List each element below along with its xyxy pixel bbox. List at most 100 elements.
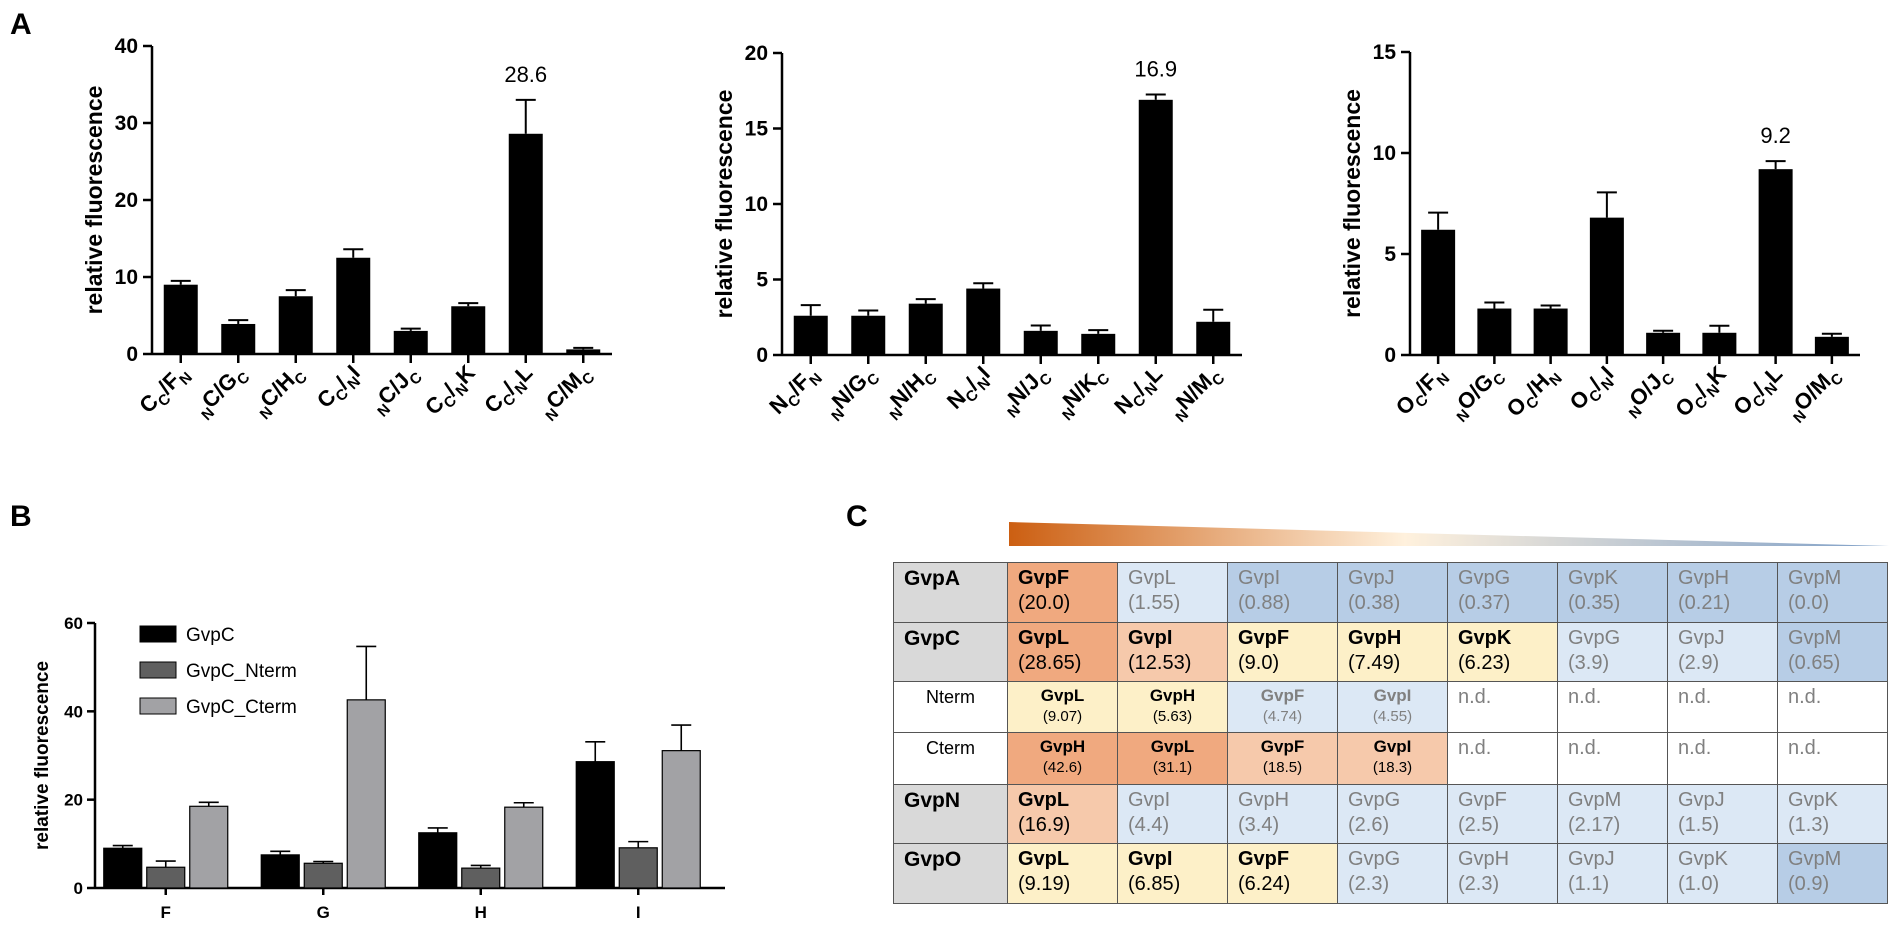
table-cell: GvpK (1.0)	[1667, 843, 1778, 904]
table-cell: n.d.	[1667, 732, 1778, 785]
panel-label-c: C	[846, 500, 868, 533]
bar	[618, 847, 658, 889]
cell-value: (2.17)	[1568, 813, 1621, 836]
cell-protein: GvpK	[1568, 567, 1619, 589]
cell-protein: GvpJ	[1678, 788, 1725, 811]
x-tick-label: NC/NL	[1109, 361, 1171, 423]
table-cell: GvpJ (2.9)	[1667, 621, 1778, 683]
bar	[1702, 332, 1737, 355]
y-tick-label: 30	[115, 112, 138, 135]
cell-protein: GvpL	[1018, 626, 1070, 649]
row-label: GvpC	[893, 621, 1008, 683]
x-tick-label: OC/HN	[1501, 361, 1565, 425]
table-cell: n.d.	[1777, 732, 1888, 785]
cell-protein: GvpM	[1568, 788, 1622, 811]
cell-protein: GvpF	[1458, 788, 1507, 811]
cell-value: (2.9)	[1678, 651, 1720, 674]
cell-protein: GvpK	[1458, 626, 1512, 649]
bar	[260, 854, 300, 889]
x-tick-label: NC/GC	[189, 360, 253, 424]
x-tick-label: OC/NK	[1670, 361, 1734, 425]
row-label: Nterm	[893, 681, 1008, 734]
x-tick-label: NO/GC	[1444, 361, 1509, 426]
table-cell: GvpI (12.53)	[1117, 621, 1228, 683]
cell-protein: GvpM	[1788, 848, 1842, 871]
cell-value: (9.0)	[1238, 651, 1280, 674]
bar	[566, 349, 601, 354]
x-tick-label: H	[475, 903, 487, 922]
table-cell: GvpG (0.37)	[1447, 562, 1558, 623]
table-cell: GvpF (4.74)	[1227, 681, 1338, 734]
cell-value: (0.88)	[1238, 592, 1291, 614]
y-tick-label: 15	[1373, 41, 1397, 64]
cell-protein: GvpH	[1678, 567, 1730, 589]
x-tick-label: NN/JC	[995, 361, 1056, 422]
cell-value: (1.55)	[1128, 592, 1181, 614]
legend-swatch	[139, 661, 177, 679]
y-tick-label: 40	[115, 35, 138, 58]
bar	[1646, 332, 1681, 355]
cell-value: (0.35)	[1568, 592, 1621, 614]
bar	[1477, 308, 1512, 355]
panel-label-a: A	[10, 8, 32, 41]
cell-protein: GvpG	[1458, 567, 1511, 589]
cell-value: (1.3)	[1788, 813, 1830, 836]
cell-protein: n.d.	[1458, 686, 1492, 709]
table-cell: GvpH (7.49)	[1337, 621, 1448, 683]
interaction-table: GvpA GvpF (20.0) GvpL (1.55) GvpI (0.88) GvpJ (0…	[893, 562, 1888, 904]
cell-protein: GvpH	[1039, 737, 1086, 757]
legend-label: GvpC_Nterm	[186, 661, 297, 682]
row-label: GvpN	[893, 783, 1008, 845]
cell-value: (31.1)	[1152, 759, 1193, 777]
row-label: GvpA	[893, 562, 1008, 623]
cell-value: (0.38)	[1348, 592, 1401, 614]
cell-protein: n.d.	[1678, 737, 1712, 760]
y-axis-label: relative fluorescence	[81, 86, 107, 315]
cell-value: (6.23)	[1458, 651, 1511, 674]
cell-value: (0.37)	[1458, 592, 1511, 614]
cell-value: (5.63)	[1152, 708, 1193, 726]
table-row: Cterm GvpH (42.6) GvpL (31.1) GvpF (18.5) GvpI (…	[893, 732, 1888, 785]
cell-protein: n.d.	[1568, 686, 1602, 709]
x-tick-label: NC/NI	[942, 361, 998, 417]
bar	[1081, 333, 1116, 355]
cell-value: (16.9)	[1018, 813, 1071, 836]
panel-label-b: B	[10, 500, 32, 533]
x-tick-label: NC/JC	[365, 360, 426, 421]
cell-value: (4.74)	[1262, 708, 1303, 726]
table-cell: n.d.	[1777, 681, 1888, 734]
x-tick-label: G	[317, 903, 330, 922]
cell-protein: GvpG	[1348, 788, 1401, 811]
cell-protein: GvpI	[1373, 686, 1412, 706]
cell-protein: GvpF	[1238, 626, 1290, 649]
bar	[461, 867, 501, 889]
cell-protein: GvpF	[1260, 686, 1305, 706]
x-tick-label: CC/NI	[312, 360, 368, 416]
cell-protein: n.d.	[1568, 737, 1602, 760]
table-row: GvpO GvpL (9.19) GvpI (6.85) GvpF (6.24) GvpG (2…	[893, 843, 1888, 904]
x-tick-label: CC/NL	[479, 360, 541, 422]
bar	[451, 306, 486, 354]
table-cell: GvpM (0.9)	[1777, 843, 1888, 904]
y-tick-label: 0	[126, 343, 138, 366]
x-tick-label: NC/HC	[247, 360, 310, 423]
table-cell: GvpM (0.0)	[1777, 562, 1888, 623]
cell-value: (28.65)	[1018, 651, 1082, 674]
table-cell: GvpJ (1.1)	[1557, 843, 1668, 904]
bar	[189, 805, 229, 889]
y-tick-label: 60	[64, 614, 83, 633]
cell-protein: GvpJ	[1348, 567, 1395, 589]
x-tick-label: NN/GC	[819, 361, 883, 425]
x-tick-label: NO/JC	[1617, 361, 1679, 423]
legend-swatch	[139, 697, 177, 715]
y-tick-label: 20	[64, 791, 83, 810]
bar	[393, 330, 428, 354]
table-cell: GvpL (9.07)	[1007, 681, 1118, 734]
bar	[418, 832, 458, 889]
cell-value: (0.9)	[1788, 873, 1830, 896]
bar	[793, 315, 828, 355]
y-tick-label: 0	[756, 344, 768, 367]
row-label: GvpO	[893, 843, 1008, 904]
y-tick-label: 20	[745, 42, 768, 65]
table-row: GvpA GvpF (20.0) GvpL (1.55) GvpI (0.88) GvpJ (0…	[893, 562, 1888, 623]
